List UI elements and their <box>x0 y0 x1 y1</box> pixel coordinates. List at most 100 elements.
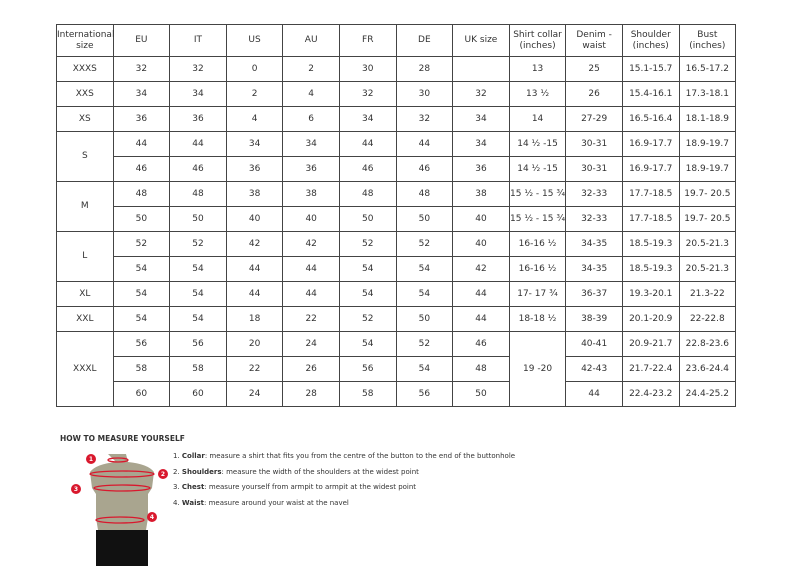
table-cell: 14 <box>508 106 567 132</box>
table-cell: 24.4-25.2 <box>678 381 737 407</box>
marker-4-label: 4 <box>150 514 154 521</box>
table-cell: 54 <box>395 356 454 382</box>
table-cell: 48 <box>452 356 510 382</box>
table-cell: 32 <box>452 81 510 107</box>
table-cell: 14 ½ -15 <box>508 131 567 157</box>
table-cell: 60 <box>112 381 171 407</box>
column-header: Denim - waist <box>565 24 623 57</box>
table-cell: 40-41 <box>565 331 623 357</box>
column-header: Shirt collar (inches) <box>508 24 567 57</box>
table-row: 60 60 24 28 58 56 50 44 22.4-23.2 24.4-25.2 <box>57 381 737 407</box>
table-cell: 20.5-21.3 <box>678 231 737 257</box>
table-cell: 34-35 <box>565 256 623 282</box>
table-cell: 58 <box>169 356 227 382</box>
table-cell: 17.7-18.5 <box>621 181 680 207</box>
table-cell: 52 <box>112 231 171 257</box>
table-cell: 36 <box>225 156 284 182</box>
table-row: S 44 44 34 34 44 44 34 14 ½ -15 30-31 16.9-17.7 18.… <box>56 131 737 182</box>
table-cell: 20 <box>225 331 284 357</box>
table-cell: 34 <box>452 106 510 132</box>
table-cell: 56 <box>112 331 171 357</box>
table-cell: 32-33 <box>565 181 623 207</box>
table-cell: 48 <box>112 181 171 207</box>
table-cell: 48 <box>338 181 397 207</box>
table-cell: 50 <box>169 206 227 232</box>
table-cell: 32 <box>112 56 171 82</box>
column-header: Shoulder (inches) <box>621 24 680 57</box>
table-cell: 40 <box>452 231 510 257</box>
table-cell: 44 <box>452 281 510 307</box>
table-cell: 34 <box>169 81 227 107</box>
table-cell: 15 ½ - 15 ¾ <box>508 206 567 232</box>
table-cell: 13 <box>508 56 567 82</box>
column-header: FR <box>338 24 397 57</box>
table-cell: 19.7- 20.5 <box>678 206 737 232</box>
table-cell: 15.4-16.1 <box>621 81 680 107</box>
table-cell: 44 <box>225 256 284 282</box>
table-cell: 14 ½ -15 <box>508 156 567 182</box>
guide-title: HOW TO MEASURE YOURSELF <box>60 434 185 443</box>
table-cell: 44 <box>169 131 227 157</box>
marker-3-label: 3 <box>74 486 78 493</box>
marker-2-icon <box>158 469 168 479</box>
marker-4-icon <box>147 512 157 522</box>
table-cell: 24 <box>282 331 340 357</box>
table-cell: 44 <box>338 131 397 157</box>
table-cell: 42 <box>225 231 284 257</box>
table-row: XXS 34 34 2 4 32 30 32 13 ½ 26 15.4-16.1 17.3-18.1 <box>56 81 737 107</box>
table-cell: 54 <box>338 331 397 357</box>
table-cell: 56 <box>338 356 397 382</box>
table-cell: 52 <box>395 331 454 357</box>
table-cell: 36 <box>169 106 227 132</box>
table-cell: 48 <box>395 181 454 207</box>
table-cell: 54 <box>169 256 227 282</box>
table-cell: 46 <box>112 156 171 182</box>
table-cell: 2 <box>282 56 340 82</box>
collar-line <box>107 457 129 463</box>
table-cell: 21.3-22 <box>678 281 737 307</box>
table-cell: 32 <box>169 56 227 82</box>
table-cell: 52 <box>338 231 397 257</box>
table-cell: 52 <box>395 231 454 257</box>
table-cell: 17- 17 ¾ <box>508 281 567 307</box>
table-cell: 50 <box>112 206 171 232</box>
international-size-cell: XXXL <box>56 331 114 407</box>
table-cell: 54 <box>338 281 397 307</box>
column-header: EU <box>112 24 171 57</box>
marker-2-label: 2 <box>161 471 165 478</box>
table-row: 54 54 44 44 54 54 42 16-16 ½ 34-35 18.5-19.3 20.5-… <box>57 256 737 282</box>
table-cell: 18.5-19.3 <box>621 231 680 257</box>
torso-measure-illustration: 1 2 3 4 <box>71 454 168 566</box>
marker-1-icon <box>86 454 96 464</box>
column-header: Bust (inches) <box>678 24 737 57</box>
table-cell: 18-18 ½ <box>508 306 567 332</box>
table-cell: 23.6-24.4 <box>678 356 737 382</box>
table-cell: 22-22.8 <box>678 306 737 332</box>
table-cell: 16.5-17.2 <box>678 56 737 82</box>
table-cell: 32 <box>338 81 397 107</box>
table-cell: 34-35 <box>565 231 623 257</box>
table-cell: 22 <box>225 356 284 382</box>
table-cell: 15 ½ - 15 ¾ <box>508 181 567 207</box>
table-row: XS 36 36 4 6 34 32 34 14 27-29 16.5-16.4 18.1-18.9 <box>56 106 737 132</box>
table-cell: 16.9-17.7 <box>621 131 680 157</box>
table-cell: 44 <box>282 281 340 307</box>
table-cell: 48 <box>169 181 227 207</box>
table-cell: 0 <box>225 56 284 82</box>
international-size-cell: XXS <box>56 81 114 107</box>
international-size-cell: XS <box>56 106 114 132</box>
step-waist: 4. Waist: measure around your waist at t… <box>173 498 349 507</box>
table-cell: 26 <box>282 356 340 382</box>
shoulder-line <box>89 470 155 478</box>
international-size-cell: XXL <box>56 306 114 332</box>
table-cell: 60 <box>169 381 227 407</box>
table-row: XXL 54 54 18 22 52 50 44 18-18 ½ 38-39 20.1-20.9 22… <box>56 306 737 332</box>
international-size-cell: XL <box>56 281 114 307</box>
chest-line <box>93 484 151 492</box>
table-cell: 18.9-19.7 <box>678 156 737 182</box>
table-cell: 17.3-18.1 <box>678 81 737 107</box>
international-size-cell: M <box>56 181 114 232</box>
international-size-cell: L <box>56 231 114 282</box>
table-cell: 40 <box>282 206 340 232</box>
table-cell: 44 <box>282 256 340 282</box>
